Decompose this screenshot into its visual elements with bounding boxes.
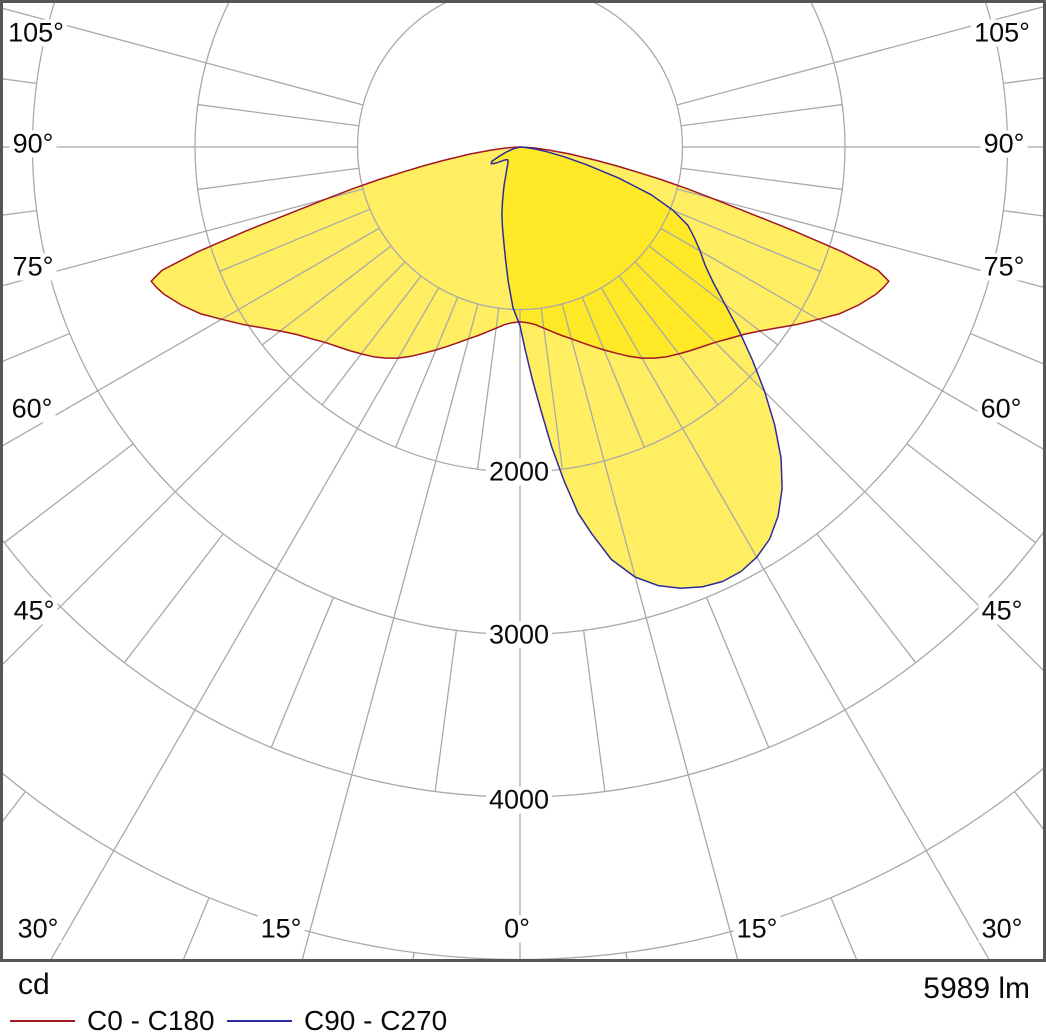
luminous-flux-value: 5989 lm [923,972,1030,1005]
curve-C90-C270 [490,146,783,590]
chart-footer: cd 5989 lm C0 - C180 C90 - C270 [0,962,1046,1036]
angle-label-90deg: 90° [9,130,57,158]
angle-label-105deg: 105° [5,19,67,47]
angle-label-90deg: 90° [980,130,1028,158]
ring-4000 [2,530,1044,798]
angle-label-15deg: 15° [257,915,305,943]
beam-fill-1 [491,147,783,589]
angle-label-45deg: 45° [978,597,1026,625]
angle-label-75deg: 75° [9,253,57,281]
plot-frame [0,0,1046,962]
legend-line-c0-c180-swatch [10,1020,75,1022]
ring-label-3000: 3000 [485,621,553,649]
legend-label-c90-c270: C90 - C270 [304,1005,448,1036]
angle-label-60deg: 60° [977,395,1025,423]
angle-label-75deg: 75° [980,253,1028,281]
ring-label-2000: 2000 [485,458,553,486]
angle-label-0deg: 0° [501,915,533,943]
legend-item-c90-c270: C90 - C270 [227,1006,447,1036]
angle-label-30deg: 30° [14,915,62,943]
angle-label-15deg: 15° [733,915,781,943]
ring-label-4000: 4000 [485,786,553,814]
legend-item-c0-c180: C0 - C180 [10,1006,215,1036]
unit-label: cd [18,968,50,1001]
legend-label-c0-c180: C0 - C180 [87,1005,215,1036]
curve-C0-C180 [150,146,890,359]
angle-label-105deg: 105° [971,19,1033,47]
angle-label-60deg: 60° [8,395,56,423]
legend-line-c90-c270-swatch [227,1020,292,1022]
angle-label-30deg: 30° [978,915,1026,943]
angle-label-45deg: 45° [10,597,58,625]
